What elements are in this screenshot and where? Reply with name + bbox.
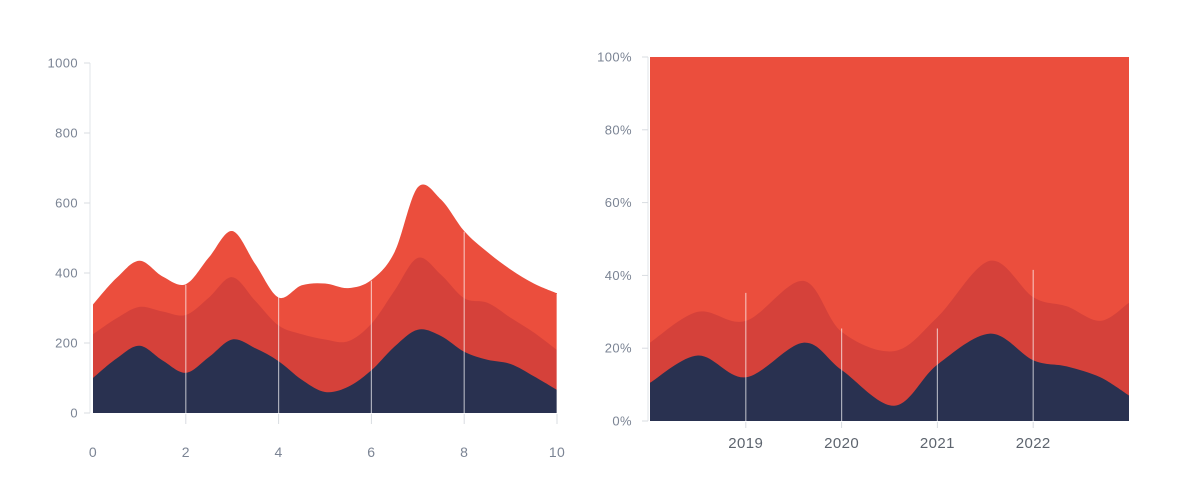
x-axis-label: 2022 (1016, 435, 1051, 452)
x-axis-label: 0 (89, 444, 97, 460)
y-axis-label: 0% (612, 414, 632, 429)
y-axis-label: 200 (55, 336, 78, 351)
area-layer-bottom-navy[interactable] (93, 329, 557, 413)
y-axis-label: 1000 (47, 56, 78, 71)
y-axis-label: 100% (597, 50, 632, 65)
y-axis-label: 20% (605, 341, 632, 356)
y-axis-label: 0 (70, 406, 78, 421)
x-axis-label: 2020 (824, 435, 859, 452)
x-axis-label: 4 (275, 444, 283, 460)
stacked-area-chart[interactable]: 0 200 400 600 800 1000 0 2 4 6 8 10 (47, 56, 565, 461)
x-axis-label: 2019 (728, 435, 763, 452)
x-axis-label: 10 (549, 444, 565, 460)
area-layer-bottom-navy[interactable] (650, 333, 1129, 421)
x-axis-label: 6 (367, 444, 375, 460)
y-axis-label: 400 (55, 266, 78, 281)
y-axis-label: 60% (605, 195, 632, 210)
y-axis-label: 40% (605, 268, 632, 283)
x-axis-label: 2 (182, 444, 190, 460)
y-axis-label: 800 (55, 126, 78, 141)
x-axis-label: 2021 (920, 435, 955, 452)
x-axis-label: 8 (460, 444, 468, 460)
y-axis-label: 80% (605, 122, 632, 137)
percent-stacked-area-chart[interactable]: 0% 20% 40% 60% 80% 100% 2019 2020 2021 2022 (597, 50, 1129, 453)
y-axis-label: 600 (55, 196, 78, 211)
